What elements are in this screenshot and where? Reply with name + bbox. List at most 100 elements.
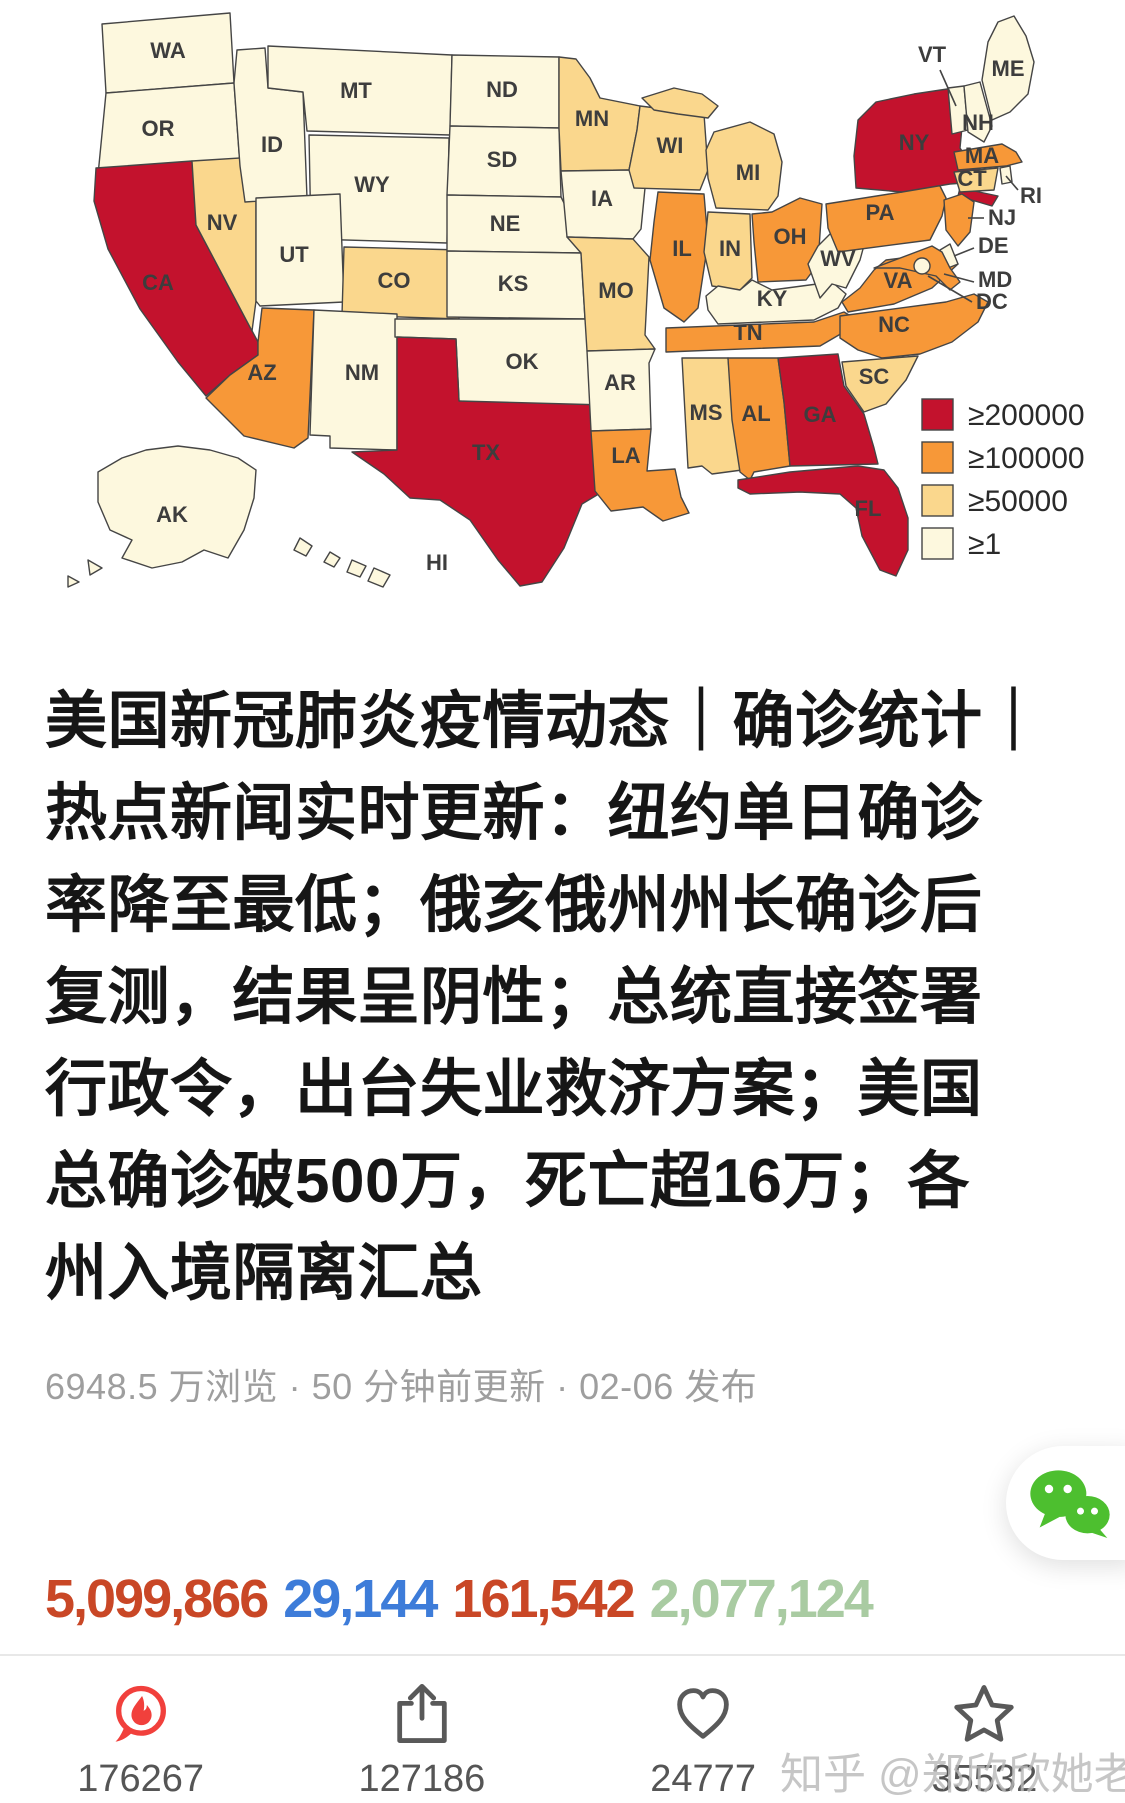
state-label-FL: FL	[855, 496, 882, 521]
state-leader-RI	[1005, 175, 1019, 191]
wechat-share-button[interactable]	[1006, 1446, 1125, 1560]
stat-value: 29,144	[283, 1569, 438, 1629]
state-label-ND: ND	[486, 77, 518, 102]
state-UT	[255, 193, 345, 307]
hot-comment-icon	[115, 1685, 166, 1742]
state-leader-MD	[943, 273, 975, 283]
state-label-MN: MN	[575, 106, 609, 131]
state-SC	[841, 355, 919, 413]
action-count: 24777	[650, 1758, 756, 1800]
legend-label: ≥200000	[968, 399, 1085, 432]
state-leader-DC	[927, 275, 973, 303]
state-NH	[963, 81, 993, 143]
state-ME	[981, 15, 1035, 121]
legend-label: ≥50000	[968, 485, 1068, 518]
state-label-AZ: AZ	[247, 360, 276, 385]
state-NJ	[943, 193, 975, 247]
state-MA	[953, 143, 1023, 171]
share-button[interactable]: 127186	[281, 1656, 562, 1803]
state-leader-DE	[953, 247, 975, 257]
action-bar-divider	[0, 1654, 1125, 1656]
state-IL	[649, 191, 709, 323]
state-label-CO: CO	[378, 268, 411, 293]
action-count: 35532	[931, 1758, 1038, 1800]
state-label-ME: ME	[992, 56, 1025, 81]
state-label-WI: WI	[657, 133, 684, 158]
star-icon	[954, 1685, 1015, 1742]
state-KY	[705, 279, 847, 325]
state-label-IN: IN	[719, 236, 741, 261]
state-label-AR: AR	[604, 370, 636, 395]
title-line: 总确诊破500万，死亡超16万；各	[45, 1147, 970, 1216]
state-HI	[293, 537, 391, 588]
state-label-NV: NV	[207, 210, 238, 235]
state-label-UT: UT	[279, 242, 309, 267]
legend-label: ≥100000	[968, 442, 1085, 475]
state-label-IA: IA	[591, 186, 613, 211]
state-label-OH: OH	[774, 224, 807, 249]
hot-comment-button[interactable]: 176267	[0, 1656, 281, 1803]
state-NC	[839, 293, 989, 359]
state-AR	[586, 348, 656, 432]
state-label-VA: VA	[884, 268, 913, 293]
legend-swatch	[921, 441, 954, 474]
state-WI	[628, 105, 709, 191]
state-label-AK: AK	[156, 502, 188, 527]
share-icon	[397, 1683, 447, 1743]
watermark: 知乎 @郑欣欣她老公	[780, 1751, 1125, 1799]
state-label-CA: CA	[142, 270, 174, 295]
heart-button[interactable]: 24777	[563, 1656, 844, 1803]
state-label-LA: LA	[611, 443, 640, 468]
state-label-MT: MT	[340, 78, 372, 103]
state-label-CT: CT	[957, 166, 987, 191]
state-label-DC: DC	[976, 289, 1008, 314]
state-label-MO: MO	[598, 278, 633, 303]
legend-label: ≥1	[968, 528, 1001, 561]
title-line: 州入境隔离汇总	[45, 1239, 483, 1308]
state-AK	[67, 445, 257, 588]
state-FL	[737, 465, 909, 577]
wechat-icon	[1030, 1470, 1110, 1538]
stat-value: 2,077,124	[649, 1569, 874, 1629]
state-label-VT: VT	[918, 42, 947, 67]
case-stats-row: 5,099,866 29,144 161,542 2,077,124	[45, 1568, 874, 1630]
us-covid-map[interactable]: WA OR CA NV ID MT WY UT CO AZ NM ND SD NE KS OK TX MN IA MO…	[0, 0, 1125, 600]
state-label-WY: WY	[354, 172, 390, 197]
star-button[interactable]: 35532	[844, 1656, 1125, 1803]
title-line: 复测，结果呈阴性；总统直接签署	[45, 963, 983, 1032]
state-label-NH: NH	[962, 110, 994, 135]
title-line: 热点新闻实时更新：纽约单日确诊	[45, 779, 983, 848]
state-GA	[777, 353, 879, 467]
state-LA	[590, 428, 690, 522]
state-label-DE: DE	[978, 233, 1009, 258]
state-NM	[309, 309, 398, 451]
title-line: 行政令，出台失业救济方案；美国	[45, 1055, 983, 1124]
state-label-ID: ID	[261, 132, 283, 157]
state-label-MS: MS	[690, 400, 723, 425]
state-label-AL: AL	[741, 401, 770, 426]
action-count: 127186	[358, 1758, 486, 1800]
state-label-NJ: NJ	[988, 205, 1016, 230]
state-label-IL: IL	[672, 236, 692, 261]
state-label-SD: SD	[487, 147, 518, 172]
legend-swatch	[921, 398, 954, 431]
state-label-KS: KS	[498, 271, 529, 296]
state-label-OK: OK	[506, 349, 539, 374]
state-label-TN: TN	[733, 320, 762, 345]
heart-icon	[677, 1688, 729, 1739]
title-line: 率降至最低；俄亥俄州州长确诊后	[45, 871, 983, 940]
stat-value: 5,099,866	[45, 1569, 269, 1629]
legend-swatch	[921, 484, 954, 517]
state-label-TX: TX	[472, 440, 500, 465]
state-AZ	[205, 307, 315, 449]
legend-swatch	[921, 527, 954, 560]
state-label-WV: WV	[820, 246, 856, 271]
state-label-PA: PA	[866, 200, 895, 225]
stat-value: 161,542	[452, 1569, 635, 1629]
article-meta: 6948.5 万浏览 · 50 分钟前更新 · 02-06 发布	[45, 1366, 758, 1407]
state-label-NY: NY	[899, 130, 930, 155]
state-label-MD: MD	[978, 267, 1012, 292]
state-label-GA: GA	[804, 402, 837, 427]
action-count: 176267	[77, 1758, 205, 1800]
state-label-KY: KY	[757, 286, 788, 311]
